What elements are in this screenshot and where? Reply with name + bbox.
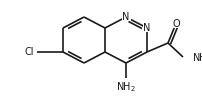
Text: NH$_2$: NH$_2$ <box>116 80 136 94</box>
Bar <box>142 24 152 32</box>
Bar <box>121 13 130 21</box>
Text: NH$_2$: NH$_2$ <box>192 51 202 65</box>
Text: N: N <box>122 12 130 22</box>
Text: Cl: Cl <box>24 47 34 57</box>
Text: N: N <box>143 23 151 33</box>
Bar <box>171 20 181 28</box>
Text: O: O <box>172 19 180 29</box>
